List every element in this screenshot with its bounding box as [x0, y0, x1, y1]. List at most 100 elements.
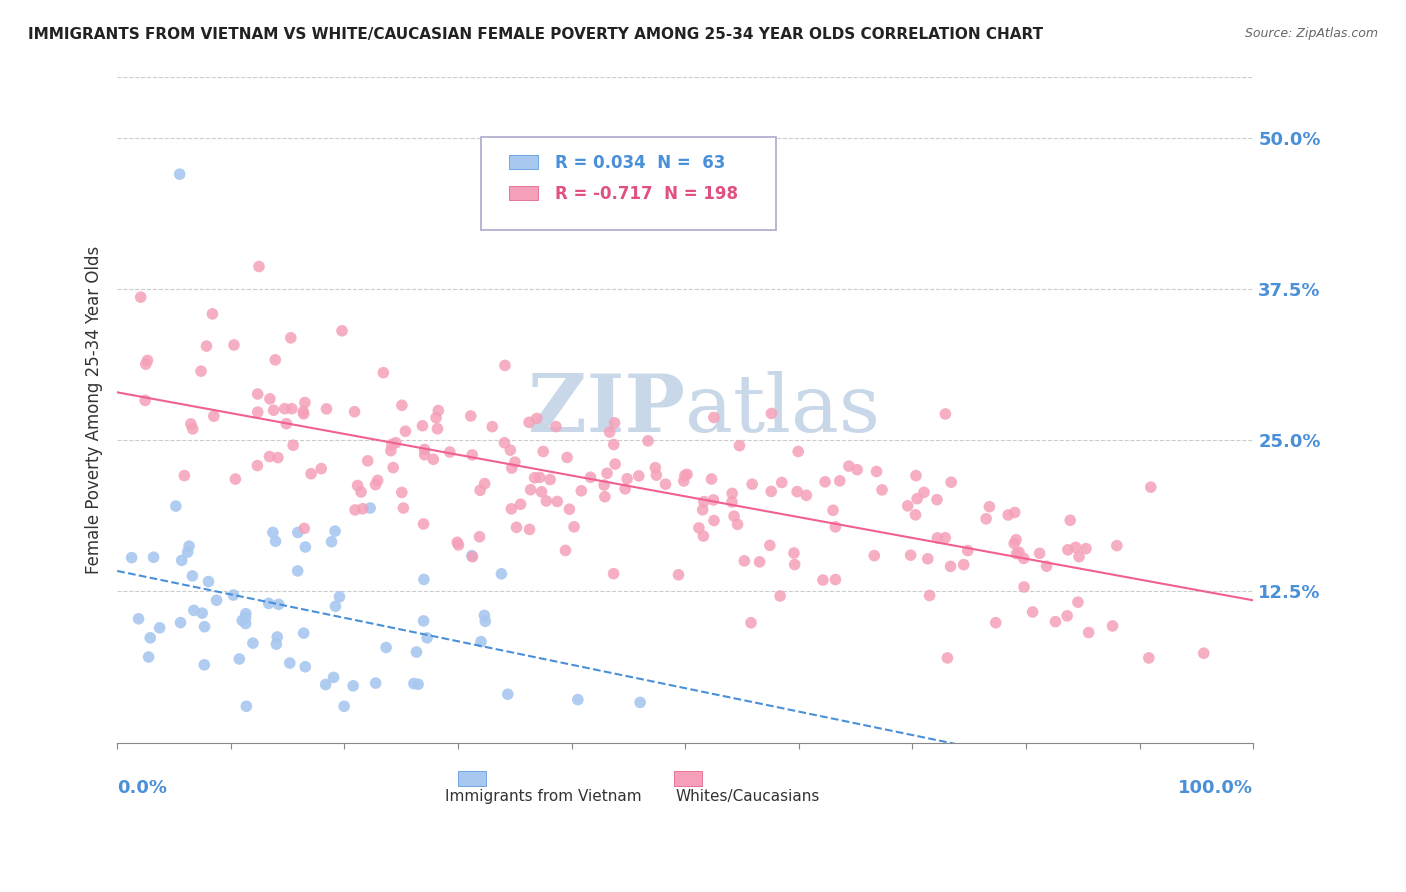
Point [222, 588, 245, 602]
Point [925, 492, 948, 507]
Point [149, 621, 172, 635]
Point [1137, 651, 1160, 665]
Point [173, 468, 195, 483]
Point [380, 443, 402, 458]
Point [769, 589, 792, 603]
Point [974, 512, 997, 526]
Point [1008, 545, 1031, 559]
Point [628, 695, 651, 709]
Point [703, 514, 725, 528]
Point [904, 468, 927, 483]
Point [912, 485, 935, 500]
Point [865, 465, 887, 479]
Point [129, 290, 152, 304]
Point [406, 677, 429, 691]
Point [139, 631, 162, 645]
Text: atlas: atlas [685, 371, 880, 449]
Point [294, 659, 316, 673]
Point [787, 444, 810, 458]
Point [1028, 546, 1050, 560]
Point [472, 608, 495, 623]
Point [413, 442, 436, 457]
Point [264, 352, 287, 367]
Point [460, 409, 482, 423]
Point [1005, 547, 1028, 561]
Point [281, 438, 304, 452]
Point [917, 551, 939, 566]
Point [342, 679, 364, 693]
Point [474, 614, 496, 628]
Point [468, 530, 491, 544]
Point [344, 503, 367, 517]
Point [727, 517, 749, 532]
Point [357, 454, 380, 468]
Point [195, 339, 218, 353]
Point [509, 497, 531, 511]
Point [1105, 539, 1128, 553]
Point [846, 463, 869, 477]
Point [1064, 541, 1087, 555]
Point [786, 484, 808, 499]
Point [278, 656, 301, 670]
Point [193, 657, 215, 672]
Point [627, 469, 650, 483]
Point [416, 631, 439, 645]
Point [519, 522, 541, 536]
Point [468, 483, 491, 498]
Point [201, 307, 224, 321]
Point [235, 607, 257, 621]
Point [979, 500, 1001, 514]
Point [257, 596, 280, 610]
Text: Whites/Caucasians: Whites/Caucasians [675, 789, 820, 804]
Point [447, 538, 470, 552]
Point [350, 485, 373, 500]
Point [328, 590, 350, 604]
Point [264, 534, 287, 549]
Point [824, 520, 846, 534]
Point [602, 566, 624, 581]
Point [900, 548, 922, 562]
Point [984, 615, 1007, 630]
Point [259, 450, 281, 464]
Point [783, 558, 806, 572]
Point [461, 549, 484, 563]
Point [246, 405, 269, 419]
FancyBboxPatch shape [509, 186, 537, 201]
Point [616, 472, 638, 486]
Point [412, 516, 434, 531]
Point [519, 483, 541, 497]
Point [645, 468, 668, 483]
Point [323, 524, 346, 538]
Point [501, 461, 523, 475]
Point [391, 398, 413, 412]
Point [783, 546, 806, 560]
Point [499, 443, 522, 458]
Point [761, 407, 783, 421]
Point [1067, 549, 1090, 564]
Point [246, 458, 269, 473]
Point [121, 550, 143, 565]
Point [202, 409, 225, 424]
Point [733, 554, 755, 568]
Point [177, 539, 200, 553]
Point [654, 477, 676, 491]
Point [934, 531, 956, 545]
Point [997, 508, 1019, 522]
Point [273, 401, 295, 416]
Point [330, 324, 353, 338]
Point [740, 615, 762, 630]
Point [934, 407, 956, 421]
Point [325, 599, 347, 614]
Point [425, 410, 447, 425]
Point [523, 471, 546, 485]
Point [321, 534, 343, 549]
Point [700, 472, 723, 486]
Point [824, 573, 846, 587]
Point [266, 630, 288, 644]
Point [828, 474, 851, 488]
Point [247, 260, 270, 274]
Point [287, 525, 309, 540]
Point [567, 692, 589, 706]
Point [723, 509, 745, 524]
Point [322, 670, 344, 684]
